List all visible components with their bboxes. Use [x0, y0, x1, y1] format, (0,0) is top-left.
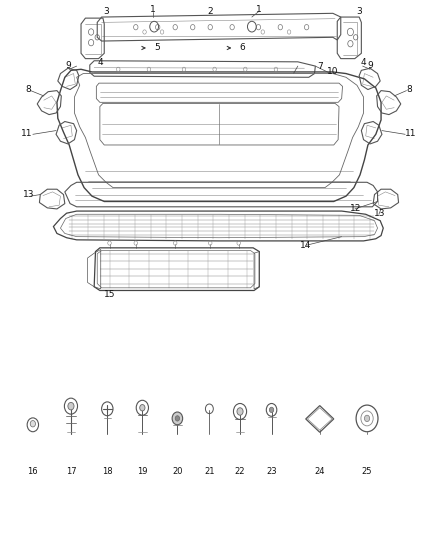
Text: 11: 11 — [21, 129, 33, 138]
Text: 14: 14 — [300, 241, 311, 249]
Text: 18: 18 — [102, 467, 113, 476]
Text: 1: 1 — [255, 5, 261, 14]
Text: 12: 12 — [350, 205, 361, 213]
Text: 15: 15 — [104, 290, 115, 299]
Text: 5: 5 — [154, 44, 160, 52]
Text: 4: 4 — [361, 59, 366, 67]
Text: 13: 13 — [23, 190, 34, 199]
Circle shape — [175, 416, 180, 421]
Text: 8: 8 — [406, 85, 413, 94]
Text: 11: 11 — [405, 129, 417, 138]
Text: 19: 19 — [137, 467, 148, 476]
Text: 9: 9 — [65, 61, 71, 69]
Text: 10: 10 — [327, 68, 339, 76]
Text: 2: 2 — [208, 7, 213, 16]
Text: 20: 20 — [172, 467, 183, 476]
Circle shape — [140, 405, 145, 411]
Circle shape — [68, 402, 74, 410]
Text: 13: 13 — [374, 209, 386, 217]
Text: 9: 9 — [367, 61, 373, 69]
Circle shape — [364, 415, 370, 422]
Circle shape — [237, 408, 243, 415]
Text: 6: 6 — [239, 44, 245, 52]
Text: 3: 3 — [356, 7, 362, 16]
Text: 3: 3 — [103, 7, 109, 16]
Text: 17: 17 — [66, 467, 76, 476]
Text: 1: 1 — [150, 5, 156, 14]
Text: 7: 7 — [317, 62, 323, 71]
Circle shape — [269, 407, 274, 413]
Text: 24: 24 — [314, 467, 325, 476]
Text: 23: 23 — [266, 467, 277, 476]
Text: 22: 22 — [235, 467, 245, 476]
Text: 4: 4 — [98, 59, 103, 67]
Circle shape — [30, 421, 35, 427]
Text: 8: 8 — [25, 85, 32, 94]
Text: 25: 25 — [362, 467, 372, 476]
Circle shape — [172, 412, 183, 425]
Text: 21: 21 — [204, 467, 215, 476]
Text: 16: 16 — [28, 467, 38, 476]
